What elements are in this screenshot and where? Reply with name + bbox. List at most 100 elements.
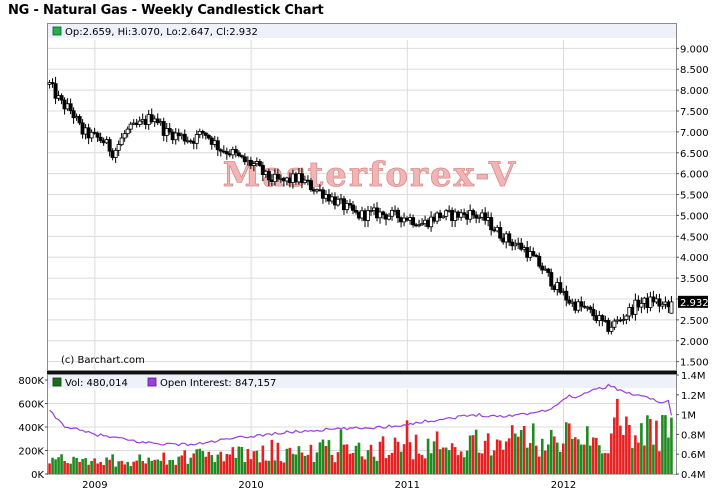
volume-bar [402, 444, 406, 474]
volume-bar [646, 415, 649, 474]
x-tick-label: 2011 [395, 480, 420, 491]
price-tick-label: 8.500 [680, 65, 709, 76]
volume-bar [120, 460, 123, 474]
candle-body [558, 282, 563, 293]
candle-body [381, 211, 386, 216]
volume-bar [552, 436, 556, 474]
volume-bar [192, 453, 196, 474]
volume-bar [438, 449, 442, 474]
candle-body [113, 149, 118, 158]
volume-bar [477, 452, 481, 474]
candle-body [239, 155, 244, 158]
open-interest-line [49, 383, 672, 447]
volume-bar [384, 458, 388, 474]
price-legend-band [48, 24, 676, 38]
volume-bar [447, 450, 451, 474]
candle-body [429, 216, 434, 228]
volume-bar [414, 434, 418, 474]
open-interest-legend-swatch [147, 377, 157, 387]
candle-body [98, 136, 103, 142]
volume-bar [534, 445, 538, 474]
candles-group [47, 76, 674, 335]
candle-body [128, 123, 133, 130]
volume-bar [198, 448, 202, 474]
volume-bar [417, 453, 421, 474]
candle-body [396, 209, 401, 219]
volume-bar [111, 454, 114, 474]
candle-body [483, 212, 488, 221]
candle-body [116, 144, 121, 151]
volume-bar [225, 454, 229, 474]
volume-bar [372, 456, 376, 474]
volume-bar [93, 458, 96, 474]
open-interest-line-group [49, 383, 672, 447]
volume-bar [667, 437, 670, 474]
candle-body [507, 233, 512, 243]
volume-bar [423, 458, 427, 474]
volume-bar [387, 455, 391, 474]
volume-bar [670, 417, 673, 474]
volume-bar [351, 452, 355, 474]
volume-bar [261, 445, 265, 474]
candle-body [591, 308, 596, 317]
volume-bar [357, 442, 361, 474]
candle-body [53, 83, 58, 99]
candle-body [549, 272, 554, 287]
volume-tick-label: 200K [18, 447, 44, 458]
volume-bar [363, 459, 367, 474]
price-legend-swatch [52, 26, 62, 36]
volume-bar [652, 444, 655, 474]
candle-body [224, 151, 229, 155]
volume-bar [213, 462, 217, 474]
volume-bar [177, 456, 181, 474]
candle-body [417, 224, 422, 227]
price-legend-text: Op:2.659, Hi:3.070, Lo:2.647, Cl:2.932 [65, 27, 258, 38]
volume-bar [586, 426, 589, 474]
volume-bar [342, 444, 346, 474]
volume-bar [66, 463, 69, 474]
volume-tick-label: 800K [18, 376, 44, 387]
open-interest-tick-label: 0.4M [681, 470, 706, 481]
price-tick-label: 2.000 [680, 337, 709, 348]
candle-body [257, 161, 262, 166]
volume-bar [69, 463, 72, 474]
candle-body [320, 189, 325, 199]
candle-body [540, 265, 545, 271]
volume-bar [174, 464, 178, 474]
candle-body [266, 170, 271, 181]
panel-divider [47, 371, 677, 374]
volume-bar [637, 442, 640, 474]
volume-bar [507, 438, 511, 474]
candle-body [489, 217, 494, 231]
volume-bar [564, 422, 568, 474]
volume-bar [561, 443, 565, 474]
volume-bar [396, 441, 400, 474]
volume-axes: 800K 600K 400K 200K 0K 1.4M 1.2M 1M 0.8M 0.6M 0.4M [18, 371, 705, 481]
candle-body [474, 214, 479, 219]
candle-body [564, 290, 569, 301]
candle-body [203, 132, 208, 136]
volume-bar [495, 439, 499, 474]
candle-body [669, 301, 674, 314]
price-tick-label: 3.500 [680, 274, 709, 285]
candle-body [248, 159, 253, 166]
volume-bar [519, 429, 523, 474]
volume-bar [580, 444, 583, 474]
volume-bar [543, 450, 547, 474]
volume-bar [441, 447, 445, 474]
volume-bar [240, 447, 244, 474]
volume-bar [222, 461, 226, 474]
volume-bar [471, 435, 475, 474]
candle-body [167, 128, 172, 133]
volume-bar [333, 462, 337, 474]
candle-body [498, 227, 503, 239]
volume-bar [105, 457, 108, 474]
candle-body [206, 134, 211, 139]
volume-bar [640, 423, 643, 474]
volume-bar [411, 459, 415, 474]
volume-bar [489, 455, 493, 474]
candle-body [519, 242, 524, 250]
candle-body [89, 131, 94, 139]
volume-bar [381, 436, 385, 474]
